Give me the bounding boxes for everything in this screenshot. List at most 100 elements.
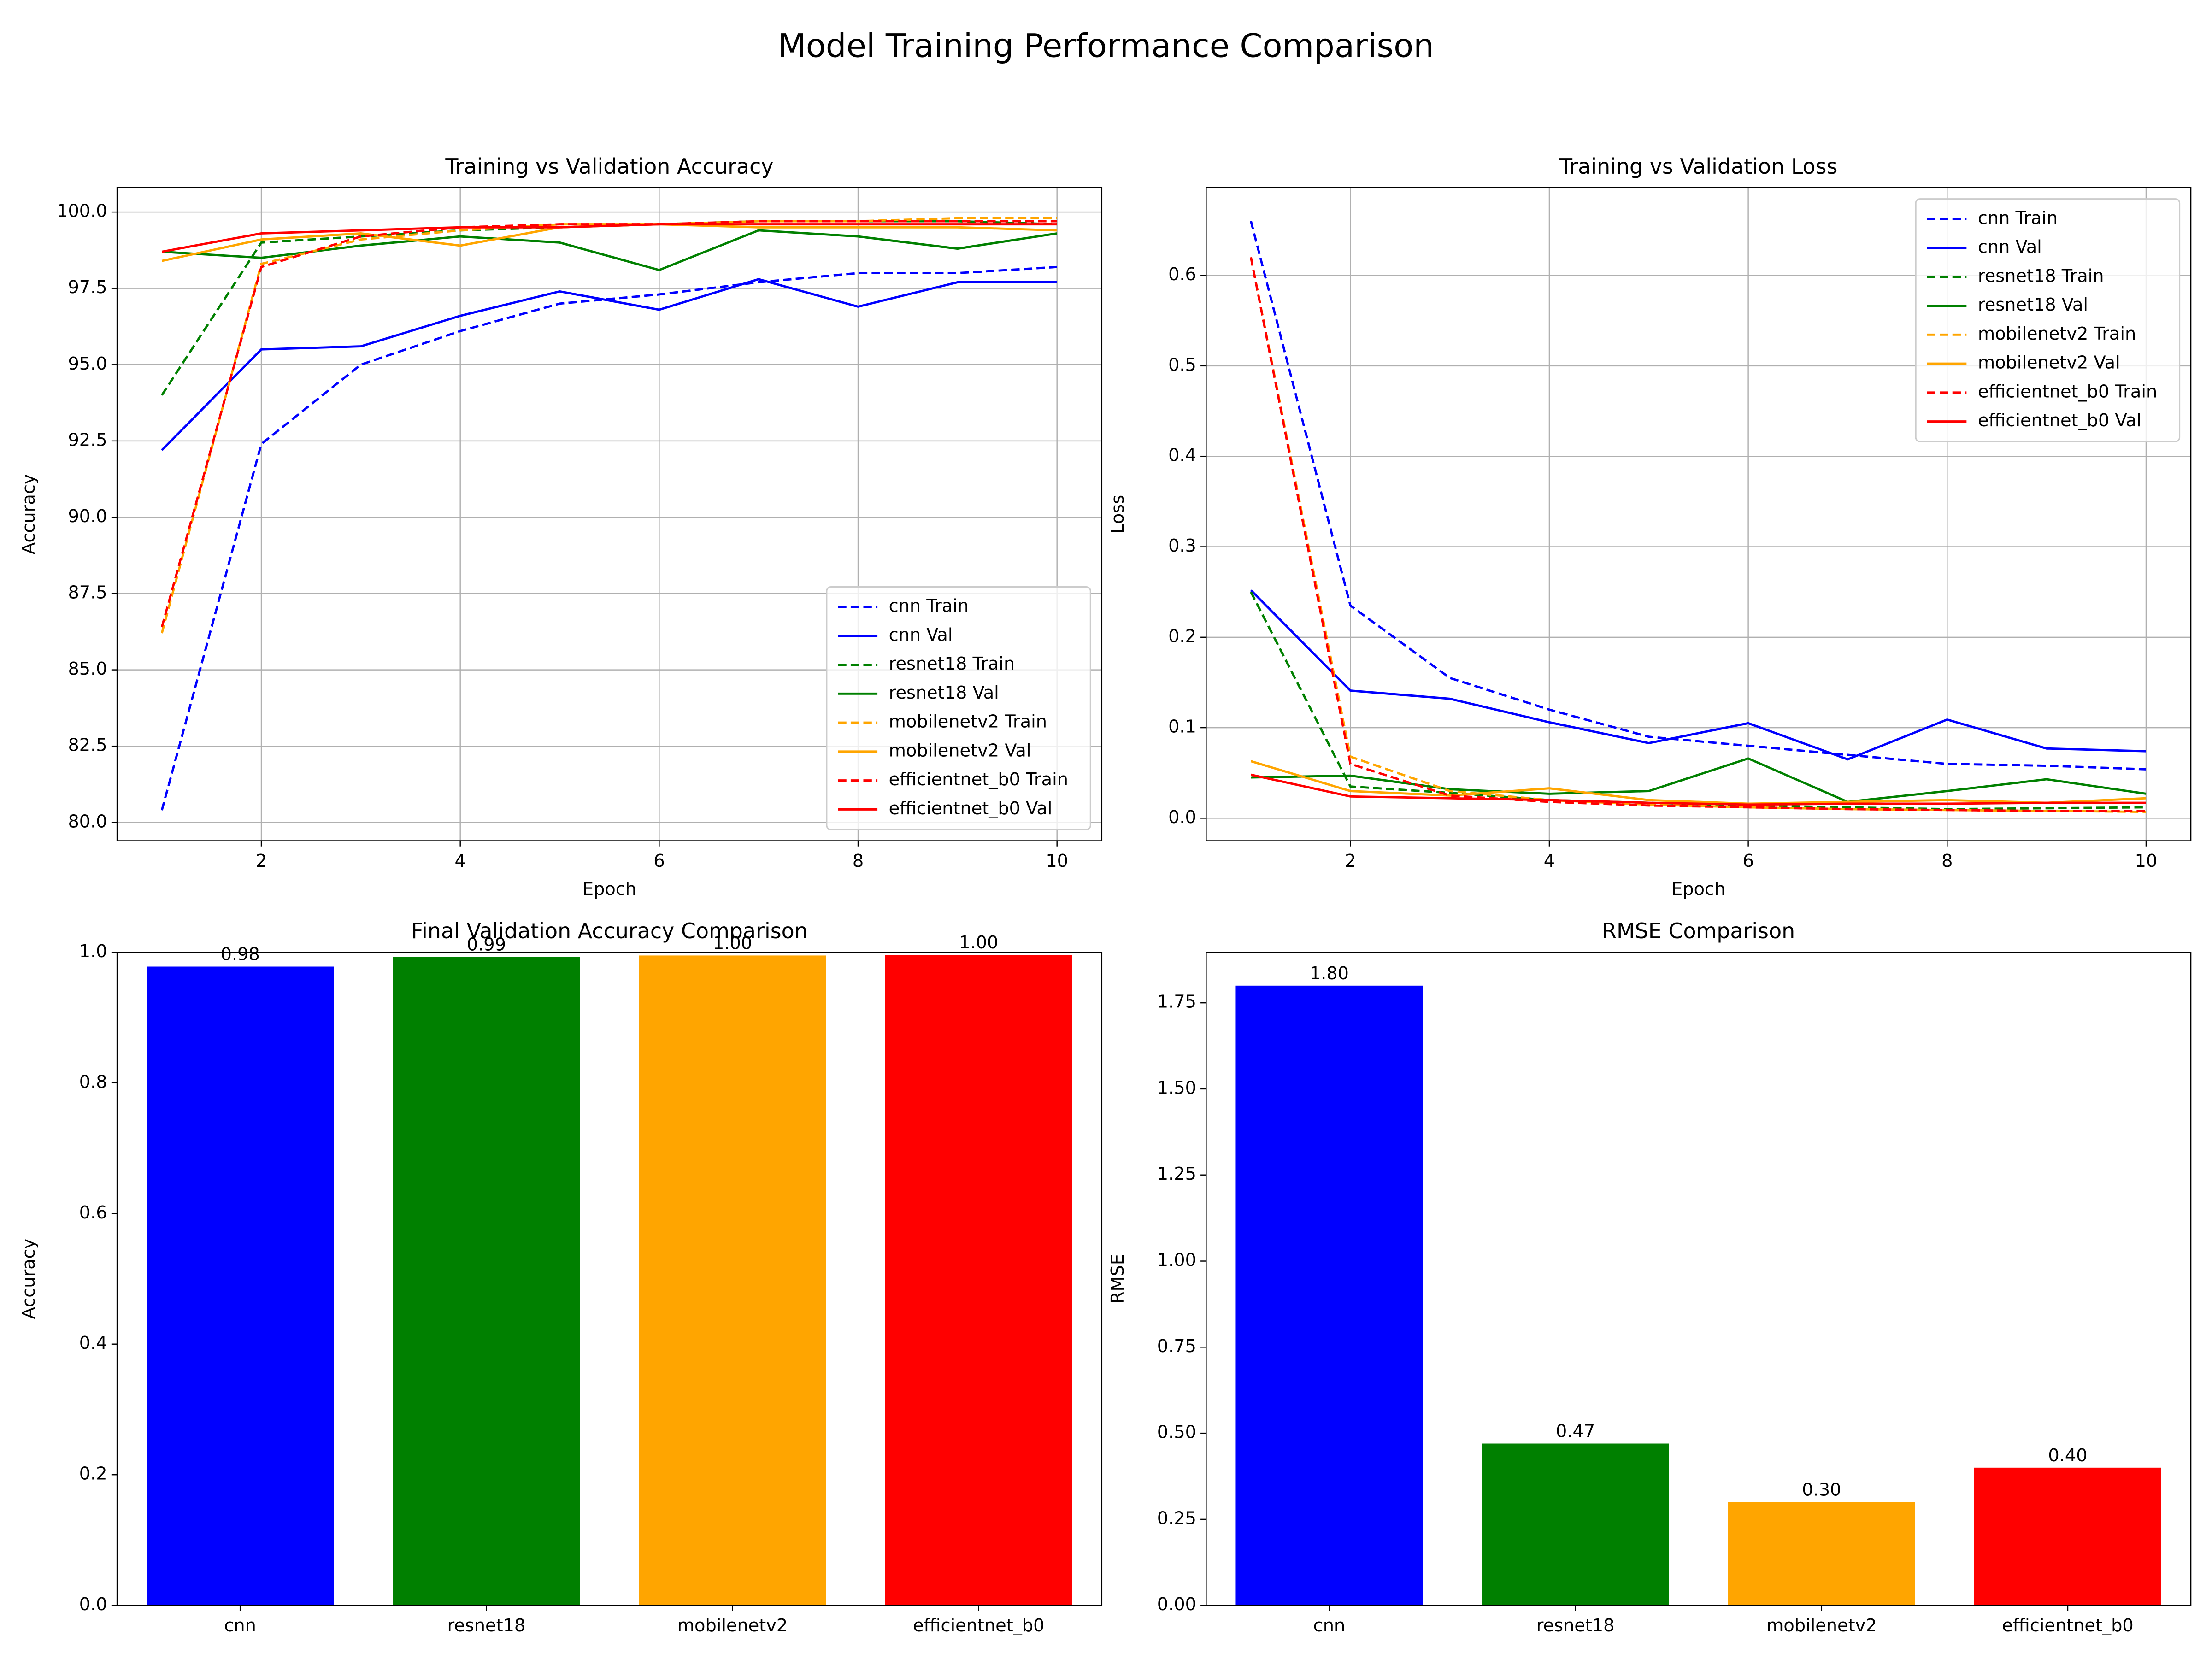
legend-label: resnet18 Train	[1978, 265, 2104, 286]
x-tick-label: 2	[1345, 851, 1356, 871]
series-line	[1250, 773, 2146, 806]
bar	[1235, 985, 1423, 1606]
y-tick-label: 0.1	[1168, 717, 1196, 737]
y-tick-label: 97.5	[68, 277, 107, 298]
y-tick-label: 0.3	[1168, 535, 1196, 556]
legend-label: efficientnet_b0 Val	[889, 798, 1053, 819]
legend-label: efficientnet_b0 Train	[889, 769, 1068, 790]
x-tick-label: mobilenetv2	[1766, 1615, 1877, 1636]
y-tick-label: 1.00	[1157, 1250, 1196, 1271]
y-tick-label: 0.2	[1168, 626, 1196, 647]
x-tick-label: efficientnet_b0	[2002, 1615, 2133, 1636]
subplot: Training vs Validation Accuracy Accuracy E…	[18, 154, 1103, 900]
x-tick-label: 10	[1046, 851, 1068, 871]
legend-label: cnn Val	[889, 624, 953, 645]
subplot: RMSE Comparison RMSE 0.00 0.25 0.50 0.75 1.00 1…	[1107, 918, 2192, 1636]
x-tick-label: mobilenetv2	[677, 1615, 788, 1636]
legend-label: cnn Train	[889, 596, 969, 617]
series-line	[1250, 760, 2147, 805]
bar	[1728, 1502, 1915, 1606]
x-tick-label: 6	[1742, 851, 1753, 871]
bar	[885, 954, 1072, 1606]
y-tick-label: 0.8	[79, 1071, 107, 1092]
legend-label: cnn Val	[1978, 237, 2042, 258]
y-tick-label: 0.0	[79, 1594, 107, 1615]
legend-label: efficientnet_b0 Val	[1978, 410, 2141, 431]
legend-label: resnet18 Val	[889, 682, 999, 703]
value-label: 1.00	[959, 932, 998, 953]
y-tick-label: 1.25	[1157, 1164, 1196, 1184]
y-tick-label: 0.6	[79, 1202, 107, 1223]
y-tick-label: 0.25	[1157, 1508, 1196, 1529]
y-axis-label: RMSE	[1107, 1254, 1128, 1304]
series-line	[1251, 757, 2147, 803]
y-tick-label: 85.0	[68, 659, 107, 679]
subplot-title: Final Validation Accuracy Comparison	[411, 918, 808, 943]
subplot-title: Training vs Validation Accuracy	[445, 154, 773, 179]
y-axis-label: Loss	[1107, 495, 1128, 534]
legend-label: mobilenetv2 Val	[1978, 353, 2120, 373]
value-label: 1.80	[1310, 963, 1349, 984]
y-axis-label: Accuracy	[18, 474, 39, 554]
value-label: 0.47	[1556, 1421, 1595, 1442]
y-tick-label: 1.50	[1157, 1077, 1196, 1098]
series-line	[161, 223, 1057, 253]
x-tick-label: 8	[853, 851, 864, 871]
bar	[393, 957, 580, 1606]
x-tick-label: resnet18	[1536, 1615, 1615, 1636]
y-axis-label: Accuracy	[18, 1239, 39, 1319]
y-tick-label: 0.5	[1168, 354, 1196, 375]
legend-label: mobilenetv2 Train	[889, 712, 1047, 732]
legend-label: cnn Train	[1978, 208, 2058, 229]
legend-label: mobilenetv2 Train	[1978, 324, 2136, 344]
value-label: 0.30	[1802, 1480, 1841, 1500]
y-tick-label: 92.5	[68, 429, 107, 450]
x-tick-label: 2	[256, 851, 267, 871]
y-tick-label: 90.0	[68, 506, 107, 527]
subplot-title: RMSE Comparison	[1602, 918, 1795, 943]
y-tick-label: 1.75	[1157, 992, 1196, 1012]
bar	[1974, 1467, 2161, 1606]
x-tick-label: 8	[1941, 851, 1953, 871]
series-line	[161, 278, 1057, 451]
y-tick-label: 0.2	[79, 1464, 107, 1484]
y-tick-label: 82.5	[68, 735, 107, 756]
series-line	[1250, 257, 2146, 812]
y-tick-label: 0.50	[1157, 1422, 1196, 1443]
bar	[1482, 1443, 1669, 1606]
y-tick-label: 0.00	[1157, 1594, 1196, 1615]
subplot-title: Training vs Validation Loss	[1559, 154, 1837, 179]
y-tick-label: 95.0	[68, 353, 107, 374]
x-tick-label: 4	[455, 851, 466, 871]
y-tick-label: 0.75	[1157, 1336, 1196, 1357]
x-axis-label: Epoch	[1671, 879, 1725, 900]
legend-label: efficientnet_b0 Train	[1978, 381, 2157, 402]
x-tick-label: 4	[1544, 851, 1555, 871]
x-tick-label: cnn	[1313, 1615, 1346, 1636]
legend-label: resnet18 Train	[889, 653, 1015, 674]
x-tick-label: 10	[2135, 851, 2158, 871]
axes-frame	[1206, 187, 2192, 841]
y-tick-label: 87.5	[68, 582, 107, 603]
y-tick-label: 0.4	[79, 1333, 107, 1353]
legend-box	[1915, 198, 2181, 442]
series-line	[1250, 589, 2147, 761]
axes-frame	[116, 187, 1103, 841]
legend: cnn Train cnn Val resnet18 Train resnet18 V…	[826, 586, 1091, 830]
y-tick-label: 1.0	[79, 941, 107, 962]
y-tick-label: 0.4	[1168, 445, 1196, 466]
series-line	[161, 220, 1057, 396]
value-label: 0.98	[221, 944, 260, 965]
legend: cnn Train cnn Val resnet18 Train resnet18 V…	[1915, 198, 2181, 442]
series-line	[160, 265, 1057, 811]
subplot: Final Validation Accuracy Comparison Accu…	[18, 918, 1103, 1636]
x-axis-label: Epoch	[582, 879, 636, 900]
x-tick-label: efficientnet_b0	[913, 1615, 1044, 1636]
y-tick-label: 0.6	[1168, 264, 1196, 285]
series-line	[1250, 221, 2147, 771]
legend-label: resnet18 Val	[1978, 294, 2088, 315]
legend-box	[826, 586, 1091, 830]
value-label: 1.00	[713, 933, 752, 953]
